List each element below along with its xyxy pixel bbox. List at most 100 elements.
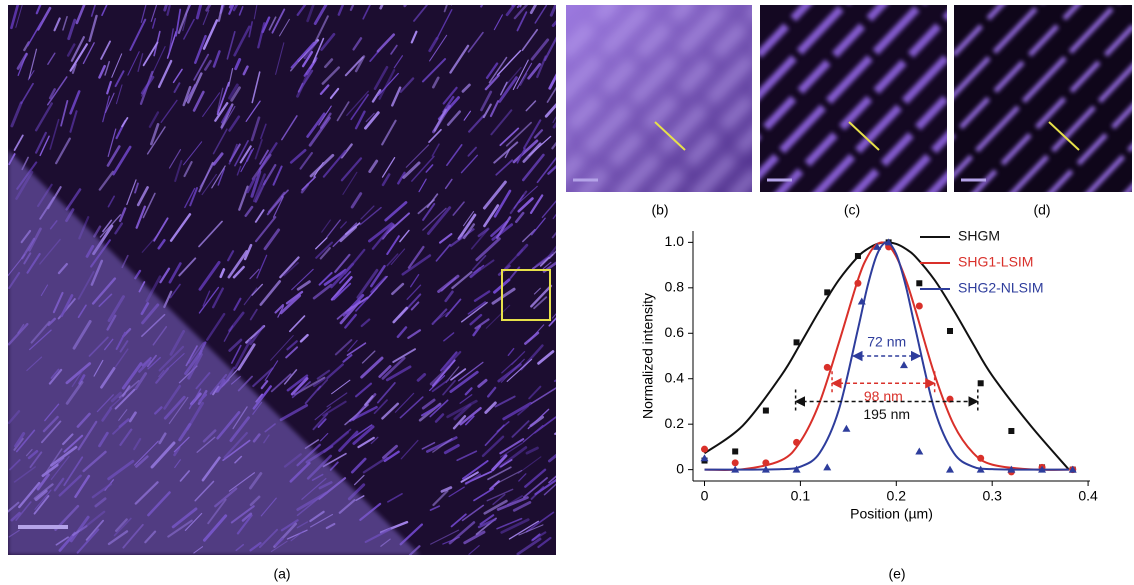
fiber <box>525 100 537 112</box>
fiber <box>227 250 248 279</box>
fiber <box>508 520 539 540</box>
fiber <box>281 115 298 141</box>
x-tick-label: 0.2 <box>887 488 907 504</box>
fiber <box>496 50 522 76</box>
fiber <box>491 287 516 305</box>
data-point <box>1007 465 1016 473</box>
fiber <box>228 83 239 100</box>
fiber <box>66 43 76 57</box>
fiber <box>524 331 540 345</box>
fiber <box>198 220 223 248</box>
fiber <box>20 82 34 105</box>
fiber <box>531 533 541 541</box>
panel-label: (e) <box>888 566 905 582</box>
fiber <box>506 495 523 506</box>
fiber <box>112 145 132 176</box>
fiber <box>211 287 224 309</box>
fiber <box>512 139 539 164</box>
fiber <box>487 386 497 398</box>
fiber <box>461 504 485 522</box>
fiber <box>518 473 527 482</box>
fiber <box>319 84 330 95</box>
fiber <box>115 84 123 105</box>
fiber <box>416 373 427 382</box>
fiber <box>236 165 242 176</box>
fiber <box>954 5 1081 139</box>
fiber <box>243 287 258 306</box>
fiber <box>493 14 503 31</box>
fiber <box>98 170 115 191</box>
fiber <box>364 395 374 406</box>
x-tick-label: 0.3 <box>982 488 1002 504</box>
fiber <box>499 81 508 96</box>
fiber <box>355 382 373 398</box>
fiber <box>552 121 556 129</box>
fiber <box>371 89 382 103</box>
fiber <box>221 106 232 124</box>
fiber <box>954 5 1005 59</box>
fiber <box>518 185 538 204</box>
fiber <box>954 5 1043 99</box>
data-point <box>761 465 770 473</box>
profile-line <box>1048 121 1080 151</box>
fiber <box>342 354 353 363</box>
data-point <box>977 380 984 387</box>
data-point <box>731 459 739 467</box>
fiber <box>775 11 947 192</box>
fiber <box>432 359 456 387</box>
fiber <box>530 387 556 404</box>
fiber <box>489 100 500 118</box>
fiber <box>148 111 160 128</box>
fiber <box>252 367 274 388</box>
fiber <box>448 486 465 498</box>
fiber <box>323 268 347 286</box>
fiber <box>421 398 436 410</box>
data-point <box>873 242 882 250</box>
data-point <box>915 302 923 310</box>
y-tick-label: 0.6 <box>665 324 685 340</box>
fiber <box>69 43 88 72</box>
fiber <box>107 195 115 208</box>
fiber <box>490 109 513 136</box>
fiber <box>547 453 556 463</box>
fiber <box>101 5 108 17</box>
fiber <box>350 457 367 474</box>
fiber <box>431 308 448 325</box>
fiber <box>182 141 203 166</box>
fiber <box>523 119 542 150</box>
fiber <box>254 209 265 223</box>
fiber <box>245 149 253 162</box>
fiber <box>385 365 412 382</box>
fiber <box>312 37 325 64</box>
fiber <box>506 358 533 382</box>
fiber <box>387 493 403 503</box>
fiber <box>324 58 334 69</box>
fiber <box>359 206 382 226</box>
data-point <box>700 454 709 462</box>
fiber <box>212 50 221 68</box>
fiber <box>339 271 352 284</box>
fiber <box>428 128 442 143</box>
fiber <box>399 229 410 243</box>
fiber <box>431 379 450 393</box>
fiber <box>514 211 525 224</box>
fiber <box>504 148 511 159</box>
fiber <box>35 131 47 154</box>
fiber <box>407 245 425 269</box>
fiber <box>321 66 341 85</box>
fiber <box>399 396 424 419</box>
fiber <box>463 110 472 121</box>
fiber <box>286 374 309 392</box>
fiber <box>260 380 269 390</box>
fiber <box>533 287 541 295</box>
fiber <box>47 52 56 65</box>
fiber <box>35 5 42 15</box>
data-point <box>854 253 861 259</box>
fiber <box>516 11 528 32</box>
fiber <box>391 86 402 107</box>
fiber <box>153 217 169 242</box>
fiber <box>299 333 309 343</box>
fiber <box>313 161 324 178</box>
fiber <box>488 56 508 84</box>
fiber <box>175 8 182 37</box>
